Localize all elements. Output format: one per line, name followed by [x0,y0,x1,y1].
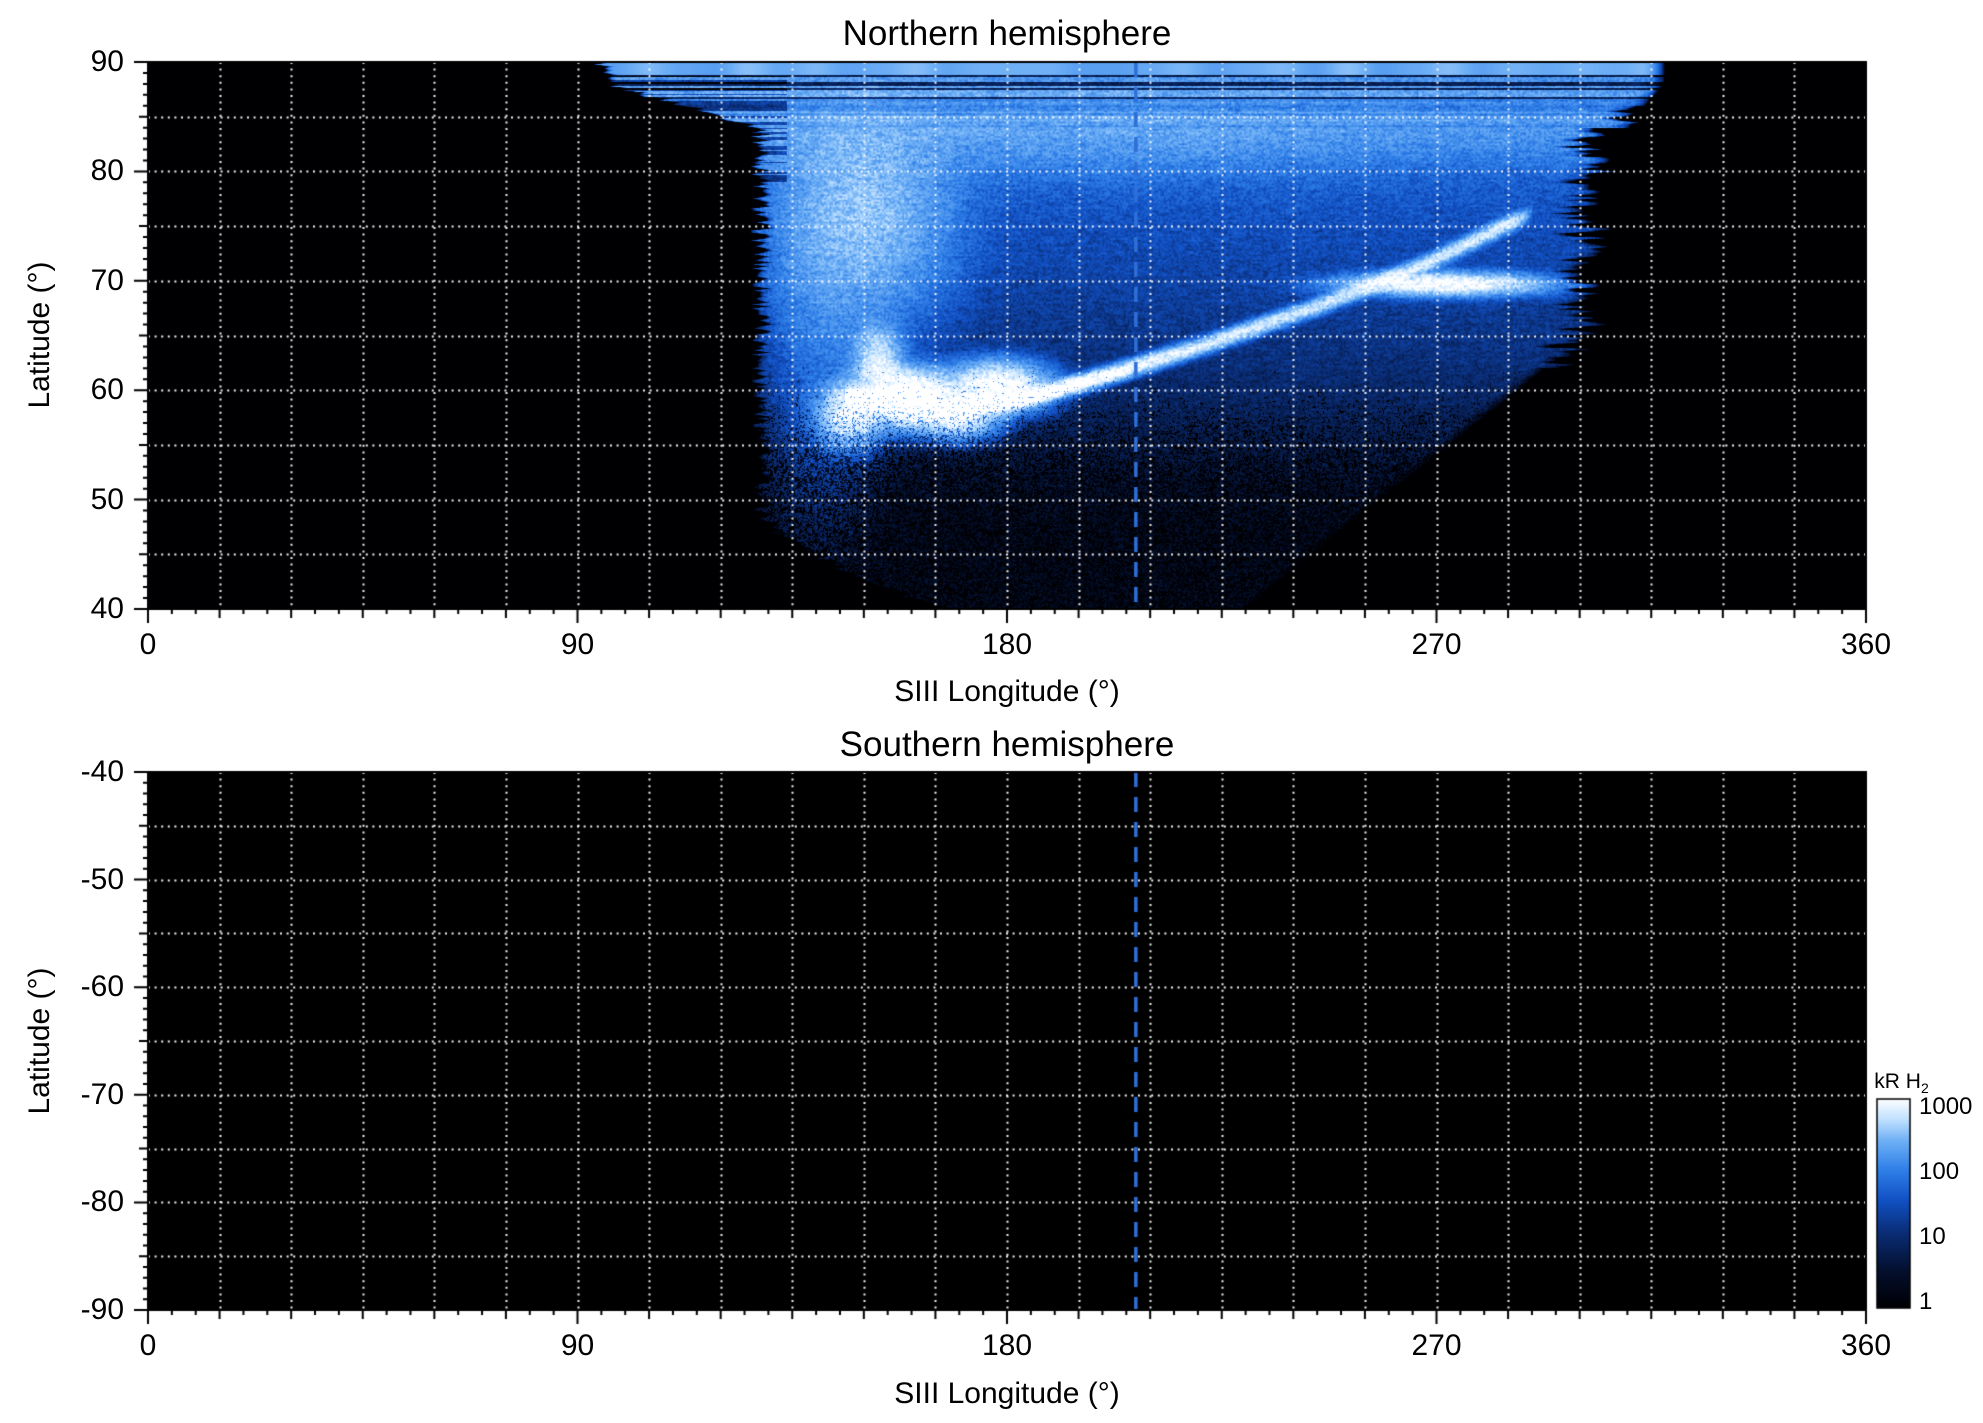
south-y-tick-label: -90 [80,1293,124,1326]
north-x-tick-label: 270 [1411,628,1462,661]
north-x-tick-label: 0 [139,628,157,661]
south-x-tick-label: 180 [981,1329,1033,1362]
colorbar-title-subscript: 2 [1920,1080,1929,1097]
north-y-tick-label: 60 [90,373,124,407]
south-x-tick-label: 360 [1840,1329,1892,1362]
colorbar-tick-label: 100 [1919,1158,1960,1185]
south-x-axis-label: SIII Longitude (°) [894,1377,1120,1410]
south-y-tick-label: -80 [80,1185,124,1219]
colorbar-title-text: kR H [1874,1069,1921,1093]
north-x-axis-label: SIII Longitude (°) [894,675,1120,708]
south-x-tick-label: 0 [139,1329,157,1362]
south-x-tick-label: 90 [560,1329,595,1362]
colorbar-tick-label: 10 [1919,1223,1946,1250]
colorbar-tick-label: 1 [1919,1288,1933,1315]
north-x-tick-label: 180 [981,628,1033,661]
south-y-tick-label: -40 [80,755,124,788]
north-x-tick-label: 360 [1840,628,1892,661]
north-y-tick-label: 80 [90,154,124,188]
north-y-tick-label: 90 [90,45,124,78]
north-y-tick-label: 50 [90,482,124,516]
colorbar-title: kR H2 [1874,1070,1928,1096]
south-y-tick-label: -60 [80,970,124,1004]
south-panel-title: Southern hemisphere [839,725,1175,764]
colorbar-tick-label: 1000 [1919,1093,1973,1120]
south-x-tick-label: 270 [1411,1329,1462,1362]
north-y-tick-label: 40 [90,592,124,625]
south-y-tick-label: -70 [80,1077,124,1111]
north-x-tick-label: 90 [560,628,595,661]
north-panel-title: Northern hemisphere [842,14,1172,53]
north-y-tick-label: 70 [90,263,124,297]
south-y-tick-label: -50 [80,862,124,896]
